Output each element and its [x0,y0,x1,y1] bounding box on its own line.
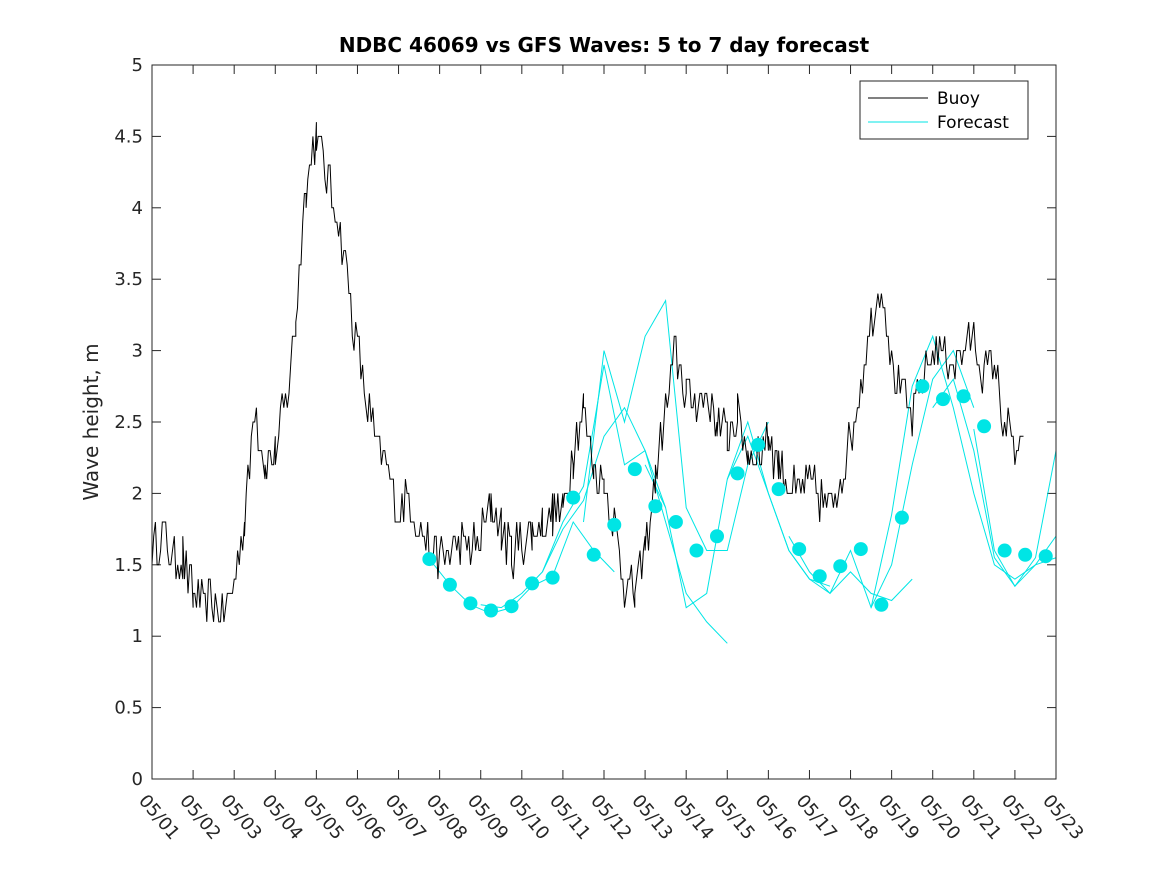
forecast-marker [668,514,683,529]
buoy-line [152,122,1024,623]
y-tick-label: 5 [132,55,143,76]
y-tick-label: 2.5 [114,412,143,433]
y-tick-label: 4.5 [114,126,143,147]
forecast-markers [422,379,1053,618]
forecast-marker [833,559,848,574]
forecast-marker [977,419,992,434]
y-tick-label: 3 [132,341,143,362]
forecast-run-line [583,298,769,551]
forecast-marker [710,529,724,544]
axes-ticks [151,64,1057,780]
forecast-marker [1038,549,1053,564]
forecast-marker [1018,547,1033,562]
forecast-marker [545,570,560,585]
legend-forecast-label: Forecast [937,113,1009,133]
y-tick-label: 1 [132,626,143,647]
forecast-marker [463,596,478,611]
legend-buoy-label: Buoy [937,89,980,109]
forecast-marker [607,517,622,532]
forecast-run-line [429,520,615,614]
forecast-marker [751,437,766,452]
forecast-marker [915,379,930,394]
forecast-run-line [932,378,1056,587]
forecast-marker [504,599,519,614]
forecast-marker [730,466,745,481]
forecast-marker [956,389,971,404]
forecast-marker [894,510,909,525]
y-tick-label: 1.5 [114,555,143,576]
y-tick-label: 0 [132,769,143,790]
forecast-marker [566,490,581,505]
forecast-run-line [973,429,1056,588]
y-axis-label: Wave height, m [79,343,103,500]
forecast-marker [525,576,540,591]
y-axis-tick-labels: 0 0.5 1 1.5 2 2.5 3 3.5 4 4.5 5 [114,55,143,790]
forecast-marker [812,569,827,584]
legend-box [859,80,1029,140]
forecast-marker [627,462,642,477]
forecast-marker [771,482,786,497]
chart-title: NDBC 46069 vs GFS Waves: 5 to 7 day fore… [339,33,870,57]
forecast-marker [853,542,868,557]
forecast-run-line [726,435,913,602]
forecast-marker [997,543,1012,558]
forecast-marker [422,552,437,567]
y-tick-label: 3.5 [114,269,143,290]
forecast-marker [648,499,663,514]
forecast-marker [936,392,950,407]
plot-frame [151,64,1057,780]
legend: Buoy Forecast [859,80,1029,140]
y-tick-label: 4 [132,198,143,219]
y-tick-label: 2 [132,483,143,504]
plot-area [152,65,1056,779]
forecast-marker [874,597,889,612]
y-tick-label: 0.5 [114,698,143,719]
forecast-marker [484,603,498,618]
buoy-series-line [152,122,1024,623]
forecast-marker [689,543,704,558]
forecast-marker [792,542,807,557]
forecast-marker [442,577,457,592]
forecast-marker [586,547,601,562]
